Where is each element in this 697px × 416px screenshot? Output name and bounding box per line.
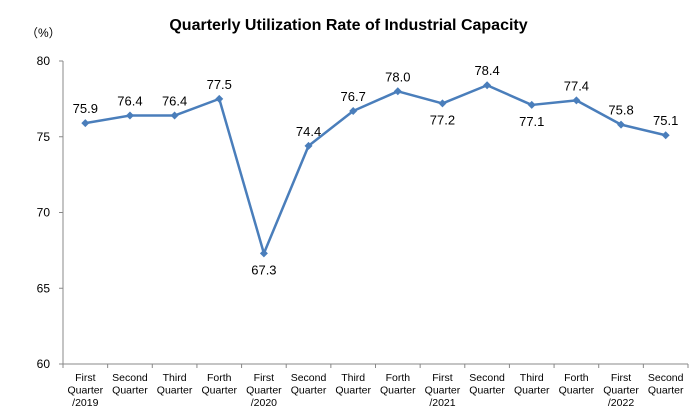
data-point-marker — [572, 96, 581, 105]
data-point-marker — [81, 119, 90, 128]
y-tick-label: 65 — [37, 281, 51, 295]
data-label: 67.3 — [251, 262, 276, 277]
x-tick-label: Forth Quarter — [201, 372, 237, 397]
x-tick-label: Third Quarter — [157, 372, 193, 397]
data-point-marker — [661, 131, 670, 140]
y-tick-label: 80 — [37, 54, 51, 68]
series-line-path — [85, 83, 666, 255]
data-label: 75.9 — [73, 101, 98, 116]
x-tick-label: Second Quarter — [469, 372, 505, 397]
data-label: 77.1 — [519, 114, 544, 129]
series-line — [81, 81, 670, 258]
data-label: 78.4 — [474, 63, 499, 78]
axes — [59, 60, 689, 368]
y-tick-label: 60 — [37, 357, 51, 371]
x-tick-label: First Quarter/2021 — [425, 372, 461, 409]
x-tick-label: First Quarter/2022 — [603, 372, 639, 409]
data-point-marker — [483, 81, 492, 90]
data-label: 74.4 — [296, 124, 321, 139]
x-tick-label: Forth Quarter — [380, 372, 416, 397]
data-label: 77.4 — [564, 78, 589, 93]
x-tick-label: Second Quarter — [112, 372, 148, 397]
x-tick-label: Third Quarter — [335, 372, 371, 397]
data-point-marker — [527, 100, 536, 109]
y-tick-label: 70 — [37, 206, 51, 220]
data-point-marker — [438, 99, 447, 108]
data-label: 77.2 — [430, 112, 455, 127]
data-labels: 75.9 76.4 76.4 77.5 67.3 74.4 76.7 78.0 77.2 78.4… — [73, 63, 679, 277]
data-point-marker — [393, 87, 402, 96]
data-point-marker — [125, 111, 134, 120]
data-label: 75.8 — [608, 103, 633, 118]
x-tick-label: First Quarter/2019 — [68, 372, 104, 409]
data-point-marker — [349, 106, 358, 115]
data-label: 76.4 — [162, 94, 187, 109]
x-tick-label: First Quarter/2020 — [246, 372, 282, 409]
data-point-marker — [170, 111, 179, 120]
data-label: 78.0 — [385, 69, 410, 84]
data-point-marker — [215, 94, 224, 103]
y-tick-labels: 60 65 70 75 80 — [37, 54, 51, 371]
data-label: 77.5 — [207, 77, 232, 92]
data-point-marker — [617, 120, 626, 129]
chart-title: Quarterly Utilization Rate of Industrial… — [169, 17, 528, 34]
x-tick-labels: First Quarter/2019 Second Quarter Third Quart… — [68, 372, 684, 409]
data-label: 76.4 — [117, 94, 142, 109]
y-tick-label: 75 — [37, 130, 51, 144]
x-tick-label: Second Quarter — [648, 372, 684, 397]
data-label: 76.7 — [341, 89, 366, 104]
data-point-marker — [259, 249, 268, 258]
y-axis-unit-label: （%） — [26, 26, 61, 40]
data-point-marker — [304, 141, 313, 150]
x-tick-label: Second Quarter — [291, 372, 327, 397]
x-tick-label: Third Quarter — [514, 372, 550, 397]
x-tick-label: Forth Quarter — [559, 372, 595, 397]
data-label: 75.1 — [653, 113, 678, 128]
